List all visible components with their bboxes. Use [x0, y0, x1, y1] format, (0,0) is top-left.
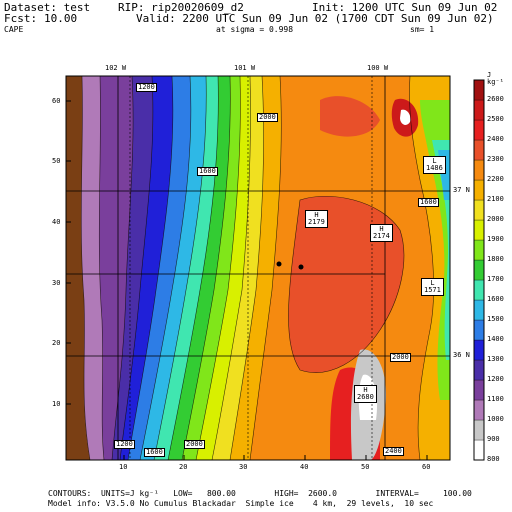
low-letter: L [430, 279, 435, 287]
lon-label: 101 W [234, 64, 256, 72]
contour-label: 1200 [136, 83, 157, 92]
colorbar-level-label: 1000 [487, 415, 504, 423]
colorbar-swatch [473, 399, 485, 421]
lat-label: 37 N [453, 186, 470, 194]
colorbar-swatch [473, 339, 485, 361]
colorbar-swatch [473, 199, 485, 221]
colorbar-frame [473, 79, 485, 461]
low-marker: L 1571 [421, 278, 444, 296]
colorbar-level-label: 800 [487, 455, 500, 463]
high-letter: H [363, 386, 368, 394]
colorbar-level-label: 2100 [487, 195, 504, 203]
contour-info: CONTOURS: UNITS=J kg⁻¹ LOW= 800.00 HIGH=… [48, 489, 472, 498]
colorbar-level-label: 1700 [487, 275, 504, 283]
colorbar-swatch [473, 99, 485, 121]
y-tick-label: 20 [52, 339, 61, 347]
cape-field [66, 76, 450, 460]
valid-label: Valid: 2200 UTC Sun 09 Jun 02 (1700 CDT … [136, 12, 494, 25]
colorbar-level-label: 1800 [487, 255, 504, 263]
colorbar-level-label: 1400 [487, 335, 504, 343]
y-tick-label: 60 [52, 97, 61, 105]
dataset-label: Dataset: test [4, 1, 91, 14]
smoothing-label: sm= 1 [410, 25, 435, 34]
colorbar-level-label: 1200 [487, 375, 504, 383]
contour-label: 2400 [383, 447, 404, 456]
contour-label: 1600 [197, 167, 218, 176]
colorbar-level-label: 2300 [487, 155, 504, 163]
axis-ticks [66, 100, 428, 460]
rip-label: RIP: rip20020609_d2 [118, 1, 244, 14]
x-tick-label: 10 [119, 463, 128, 471]
contour-label: 2000 [184, 440, 205, 449]
high-value: 2680 [357, 393, 374, 401]
low-marker: L 1486 [423, 156, 446, 174]
colorbar-swatch [473, 379, 485, 401]
colorbar-swatch [473, 79, 485, 101]
y-tick-label: 50 [52, 157, 61, 165]
colorbar-level-label: 2500 [487, 115, 504, 123]
colorbar-swatch [473, 139, 485, 161]
colorbar-unit: J kg⁻¹ [487, 71, 504, 86]
lon-label: 102 W [105, 64, 127, 72]
colorbar-level-label: 2200 [487, 175, 504, 183]
high-value: 2174 [373, 232, 390, 240]
sigma-label: at sigma = 0.998 [216, 25, 294, 34]
high-letter: H [379, 225, 384, 233]
x-tick-label: 20 [179, 463, 188, 471]
colorbar-swatch [473, 419, 485, 441]
colorbar-level-label: 2600 [487, 95, 504, 103]
colorbar-level-label: 1300 [487, 355, 504, 363]
colorbar-swatch [473, 299, 485, 321]
colorbar-level-label: 1900 [487, 235, 504, 243]
contour-label: 1200 [114, 440, 135, 449]
init-label: Init: 1200 UTC Sun 09 Jun 02 [312, 1, 498, 14]
x-tick-label: 50 [361, 463, 370, 471]
x-tick-label: 60 [422, 463, 431, 471]
colorbar-swatch [473, 239, 485, 261]
field-name: CAPE [4, 25, 24, 34]
y-tick-label: 40 [52, 218, 61, 226]
contour-label: 2000 [390, 353, 411, 362]
low-value: 1486 [426, 164, 443, 172]
x-tick-label: 40 [300, 463, 309, 471]
contour-label: 1600 [418, 198, 439, 207]
colorbar-level-label: 1600 [487, 295, 504, 303]
colorbar-swatch [473, 359, 485, 381]
y-tick-label: 30 [52, 279, 61, 287]
fcst-label: Fcst: [4, 12, 38, 25]
colorbar-swatch [473, 159, 485, 181]
y-tick-label: 10 [52, 400, 61, 408]
colorbar-swatch [473, 179, 485, 201]
low-value: 1571 [424, 286, 441, 294]
lat-label: 36 N [453, 351, 470, 359]
contour-label: 1600 [144, 448, 165, 457]
x-tick-label: 30 [239, 463, 248, 471]
model-info: Model info: V3.5.0 No Cumulus Blackadar … [48, 499, 434, 508]
lon-label: 100 W [367, 64, 389, 72]
colorbar-swatch [473, 279, 485, 301]
colorbar-swatch [473, 439, 485, 461]
colorbar-swatch [473, 259, 485, 281]
high-marker: H 2174 [370, 224, 393, 242]
colorbar-level-label: 1500 [487, 315, 504, 323]
colorbar-swatch [473, 219, 485, 241]
low-letter: L [432, 157, 437, 165]
high-letter: H [314, 211, 319, 219]
contour-label: 2000 [257, 113, 278, 122]
colorbar-level-label: 900 [487, 435, 500, 443]
high-value: 2179 [308, 218, 325, 226]
colorbar-level-label: 2400 [487, 135, 504, 143]
colorbar-swatch [473, 119, 485, 141]
colorbar-level-label: 1100 [487, 395, 504, 403]
colorbar-level-label: 2000 [487, 215, 504, 223]
high-marker: H 2179 [305, 210, 328, 228]
high-marker: H 2680 [354, 385, 377, 403]
fcst-value: 10.00 [44, 12, 78, 25]
colorbar-swatch [473, 319, 485, 341]
